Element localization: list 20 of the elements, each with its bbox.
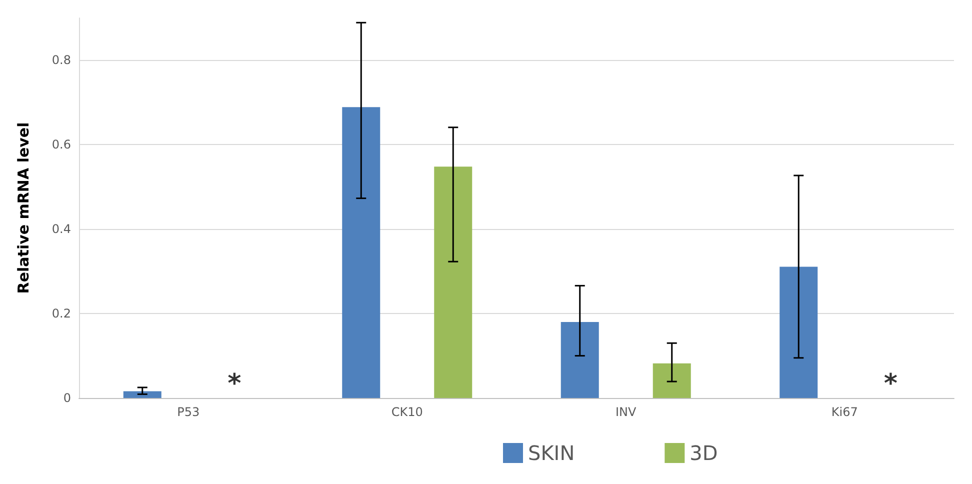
y-axis-title: Relative mRNA level <box>14 122 32 294</box>
bar <box>434 166 472 398</box>
y-tick-label: 0.8 <box>52 53 71 68</box>
y-tick-label: 0.2 <box>52 306 71 321</box>
annotation: * <box>884 369 898 399</box>
x-tick-label: Ki67 <box>831 405 858 419</box>
bar <box>780 266 818 398</box>
x-tick-label: CK10 <box>391 405 423 419</box>
y-tick-label: 0.4 <box>52 222 71 236</box>
x-tick-label: P53 <box>177 405 200 419</box>
bar <box>342 107 380 398</box>
bar <box>652 363 691 398</box>
y-tick-label: 0.6 <box>52 138 71 152</box>
annotation: * <box>228 369 242 399</box>
legend-label: 3D <box>690 441 718 465</box>
legend-label: SKIN <box>528 441 575 465</box>
bar <box>123 391 162 398</box>
y-tick-label: 0 <box>63 391 71 405</box>
x-tick-label: INV <box>616 405 638 419</box>
bar <box>560 322 599 398</box>
